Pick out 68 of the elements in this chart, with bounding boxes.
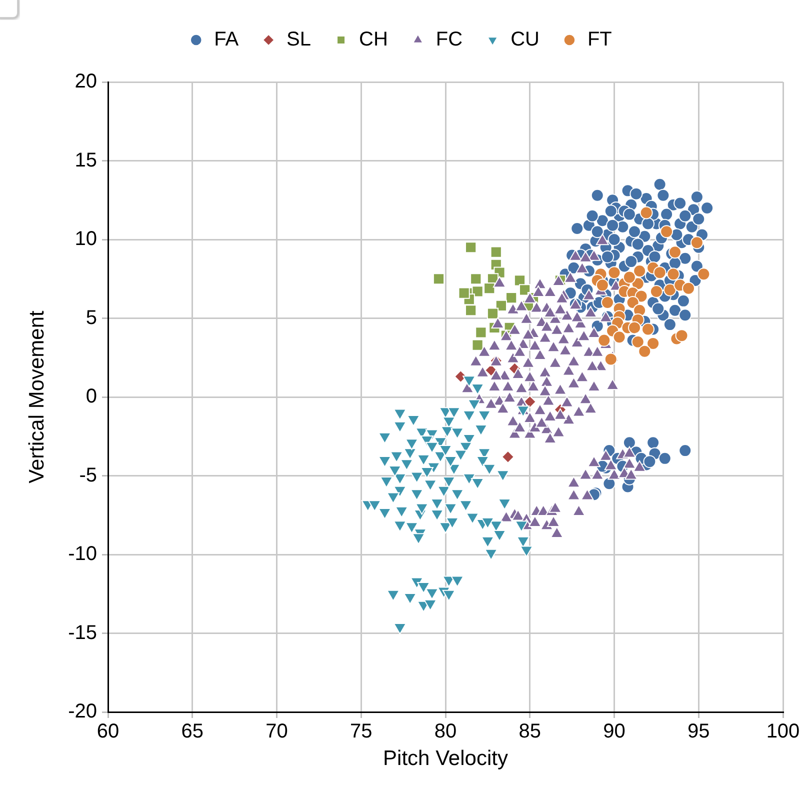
point	[675, 329, 688, 342]
point	[650, 284, 663, 298]
legend-label: CU	[510, 28, 540, 51]
legend-label: FT	[587, 28, 612, 51]
point	[484, 282, 496, 294]
y-tick-label: -20	[68, 700, 97, 723]
point	[601, 296, 614, 309]
x-tick-label: 75	[350, 720, 372, 743]
y-tick-label: 0	[86, 386, 97, 408]
point	[472, 286, 484, 298]
point	[465, 242, 477, 254]
y-tick-label: -10	[68, 543, 97, 566]
point	[666, 268, 680, 281]
point	[458, 287, 470, 299]
y-axis-title: Vertical Movement	[25, 310, 48, 484]
point	[653, 266, 666, 280]
point	[465, 304, 477, 316]
x-tick-label: 70	[266, 720, 288, 743]
point	[663, 283, 676, 296]
point	[622, 270, 636, 284]
point	[660, 225, 674, 238]
point	[604, 352, 618, 366]
point	[598, 334, 611, 347]
point	[631, 335, 644, 348]
x-tick-label: 85	[518, 720, 541, 743]
point	[501, 450, 514, 464]
point	[668, 246, 682, 259]
x-tick-label: 90	[603, 720, 626, 743]
point	[495, 300, 507, 312]
x-tick-label: 60	[96, 720, 120, 743]
point	[472, 339, 484, 351]
x-tick-label: 95	[688, 720, 710, 743]
point	[682, 282, 695, 295]
point	[612, 330, 626, 344]
y-tick-label: -5	[79, 464, 97, 486]
point	[523, 395, 536, 408]
point	[490, 246, 502, 258]
y-tick-label: 10	[74, 228, 97, 250]
point	[634, 290, 648, 303]
point	[506, 292, 518, 304]
point	[690, 236, 704, 250]
y-tick-label: 5	[86, 306, 97, 329]
legend-label: CH	[359, 28, 388, 51]
point	[608, 266, 621, 280]
x-tick-label: 100	[766, 720, 800, 743]
legend-label: FC	[436, 28, 463, 51]
point	[475, 326, 487, 338]
point	[596, 278, 609, 292]
point	[470, 273, 482, 285]
point	[638, 344, 652, 358]
y-tick-label: 20	[74, 70, 97, 93]
point	[486, 308, 499, 320]
point	[640, 206, 653, 220]
legend-label: FA	[214, 28, 240, 51]
y-tick-label: -15	[68, 622, 97, 644]
y-tick-label: 15	[74, 149, 97, 172]
point	[626, 296, 640, 309]
point	[646, 336, 660, 350]
point	[642, 322, 654, 336]
point	[697, 268, 710, 281]
x-tick-label: 65	[181, 720, 204, 743]
point	[628, 321, 641, 334]
point	[519, 284, 531, 296]
legend-label: SL	[286, 28, 312, 51]
point	[633, 264, 646, 278]
x-tick-label: 80	[434, 720, 457, 743]
x-axis-title: Pitch Velocity	[383, 747, 508, 770]
point	[432, 273, 445, 285]
